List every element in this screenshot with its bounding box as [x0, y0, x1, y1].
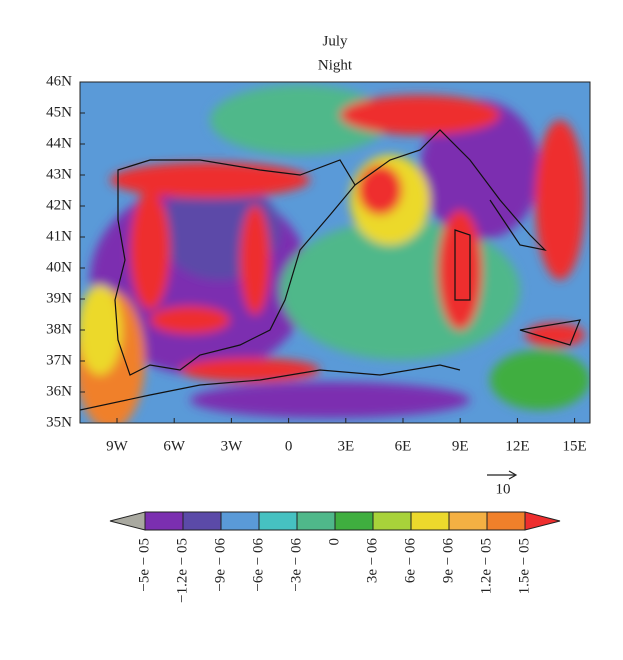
- lat-label: 43N: [46, 166, 72, 182]
- axis-labels: 46N 45N 44N 43N 42N 41N 40N 39N 38N 37N 36N 35N 9W 6W…: [46, 73, 587, 454]
- reference-arrowhead: [508, 470, 518, 480]
- map-frame: [79, 81, 591, 424]
- colorbar-label: −1.2e − 05: [174, 538, 190, 603]
- lat-label: 45N: [46, 104, 72, 120]
- colorbar-box: [182, 511, 222, 531]
- lon-label: 12E: [505, 438, 529, 454]
- colorbar-label: −6e − 06: [250, 538, 266, 592]
- colorbar-label: −9e − 06: [212, 538, 228, 592]
- colorbar-label: 6e − 06: [402, 538, 418, 584]
- colorbar-label: 3e − 06: [364, 538, 380, 584]
- map-field: [80, 82, 590, 423]
- colorbar-box: [486, 511, 526, 531]
- title: July: [322, 33, 348, 49]
- lon-label: 3W: [221, 438, 244, 454]
- colorbar-label: 0: [326, 538, 342, 546]
- colorbar-box: [334, 511, 374, 531]
- subtitle: Night: [318, 57, 353, 73]
- lat-label: 40N: [46, 259, 72, 275]
- colorbar-box: [410, 511, 450, 531]
- colorbar-box: [372, 511, 412, 531]
- lon-label: 3E: [337, 438, 354, 454]
- reference-label: 10: [496, 481, 511, 497]
- lon-label: 9E: [452, 438, 469, 454]
- lat-label: 37N: [46, 352, 72, 368]
- colorbar: −5e − 05 −1.2e − 05 −9e − 06 −6e − 06 −3e − …: [109, 511, 561, 603]
- colorbar-label: −5e − 05: [136, 538, 152, 592]
- lat-label: 36N: [46, 383, 72, 399]
- colorbar-box: [448, 511, 488, 531]
- lat-label: 44N: [46, 135, 72, 151]
- colorbar-box: [258, 511, 298, 531]
- colorbar-label: 9e − 06: [440, 538, 456, 584]
- lon-label: 15E: [563, 438, 587, 454]
- lat-label: 35N: [46, 414, 72, 430]
- lat-label: 46N: [46, 73, 72, 89]
- lon-label: 6W: [163, 438, 186, 454]
- colorbar-box: [220, 511, 260, 531]
- colorbar-box: [144, 511, 184, 531]
- colorbar-label: 1.5e − 05: [516, 538, 532, 594]
- colorbar-label: −3e − 06: [288, 538, 304, 592]
- colorbar-label: 1.2e − 05: [478, 538, 494, 594]
- colorbar-box: [296, 511, 336, 531]
- lat-label: 38N: [46, 321, 72, 337]
- lat-label: 42N: [46, 197, 72, 213]
- lon-label: 9W: [106, 438, 129, 454]
- lon-label: 0: [285, 438, 293, 454]
- colorbar-right-triangle: [524, 511, 561, 531]
- colorbar-left-triangle: [109, 511, 146, 531]
- lat-label: 41N: [46, 228, 72, 244]
- lat-label: 39N: [46, 290, 72, 306]
- lon-label: 6E: [395, 438, 412, 454]
